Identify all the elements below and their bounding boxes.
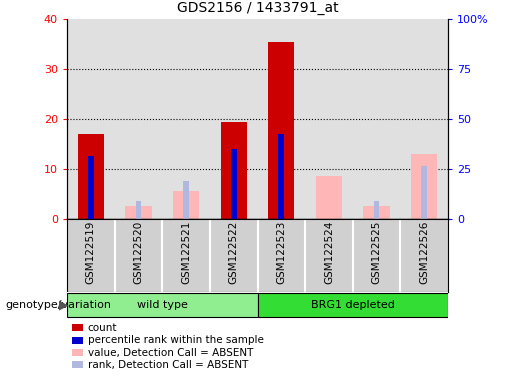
Text: genotype/variation: genotype/variation [5, 300, 111, 310]
Bar [421, 167, 427, 219]
Text: GSM122522: GSM122522 [229, 220, 238, 284]
Text: GSM122521: GSM122521 [181, 220, 191, 284]
Bar [268, 42, 295, 219]
Text: BRG1 depleted: BRG1 depleted [311, 300, 394, 310]
Text: GSM122524: GSM122524 [324, 220, 334, 284]
FancyBboxPatch shape [67, 219, 114, 292]
Bar [220, 122, 247, 219]
Text: wild type: wild type [137, 300, 187, 310]
Bar [411, 154, 437, 219]
Text: value, Detection Call = ABSENT: value, Detection Call = ABSENT [88, 348, 253, 358]
Text: GSM122519: GSM122519 [86, 220, 96, 284]
Text: ▶: ▶ [59, 299, 69, 312]
Text: percentile rank within the sample: percentile rank within the sample [88, 335, 264, 345]
FancyBboxPatch shape [305, 219, 353, 292]
Text: GSM122526: GSM122526 [419, 220, 429, 284]
Bar [183, 182, 189, 219]
Text: GSM122523: GSM122523 [277, 220, 286, 284]
Bar [364, 207, 390, 219]
Bar [67, 293, 258, 317]
Text: rank, Detection Call = ABSENT: rank, Detection Call = ABSENT [88, 360, 248, 370]
Bar [125, 207, 151, 219]
Bar [78, 134, 104, 219]
FancyBboxPatch shape [401, 219, 448, 292]
Bar [88, 157, 94, 219]
Text: count: count [88, 323, 117, 333]
Text: GSM122520: GSM122520 [133, 220, 143, 284]
FancyBboxPatch shape [114, 219, 162, 292]
Bar [374, 202, 380, 219]
FancyBboxPatch shape [162, 219, 210, 292]
Bar [173, 192, 199, 219]
Bar [135, 202, 141, 219]
Bar [231, 149, 236, 219]
Bar [258, 293, 448, 317]
Text: GSM122525: GSM122525 [372, 220, 382, 284]
Title: GDS2156 / 1433791_at: GDS2156 / 1433791_at [177, 2, 338, 15]
FancyBboxPatch shape [258, 219, 305, 292]
Bar [279, 134, 284, 219]
FancyBboxPatch shape [353, 219, 401, 292]
Bar [316, 177, 342, 219]
FancyBboxPatch shape [210, 219, 258, 292]
